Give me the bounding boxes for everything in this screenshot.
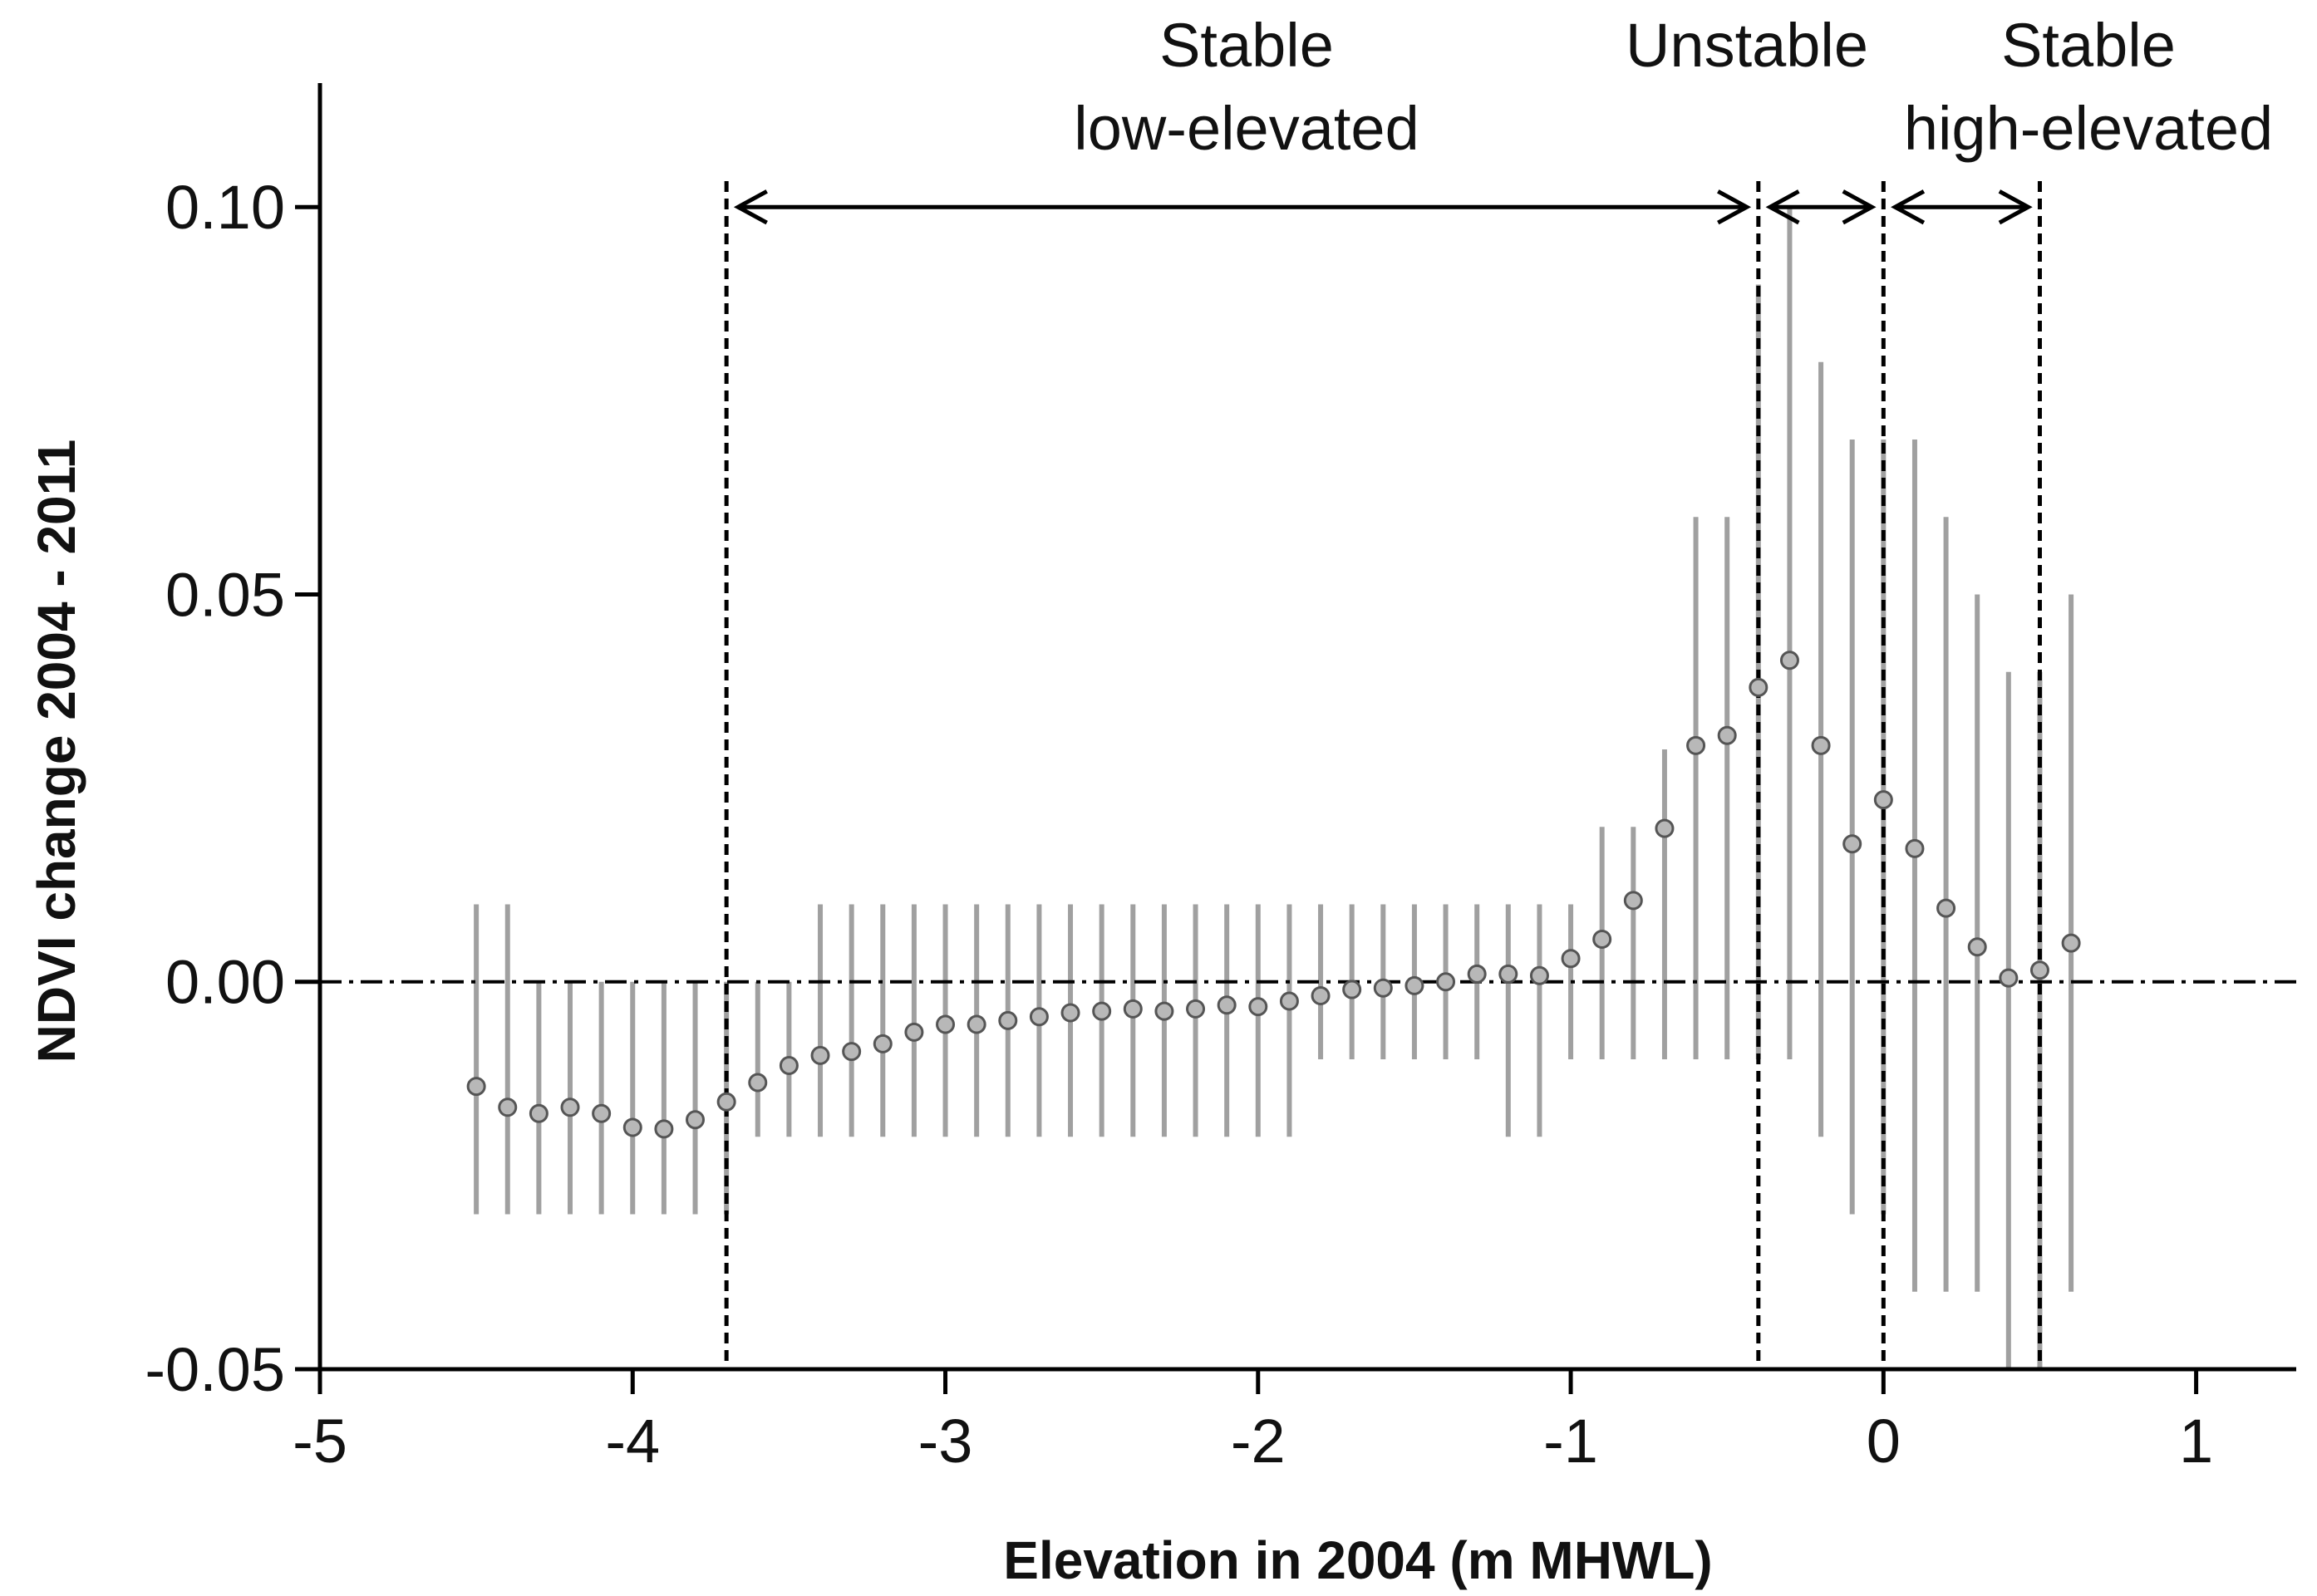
x-tick-label-0: -5	[293, 1407, 347, 1476]
data-point-30	[1404, 975, 1424, 995]
data-point-44	[1842, 834, 1862, 854]
data-point-41	[1749, 677, 1768, 697]
data-point-7	[686, 1110, 706, 1130]
data-point-21	[1123, 999, 1143, 1019]
data-point-29	[1373, 978, 1393, 998]
data-point-22	[1154, 1001, 1174, 1021]
data-point-50	[2029, 960, 2049, 980]
data-point-17	[998, 1010, 1018, 1030]
data-point-51	[2061, 933, 2081, 953]
region-label-2-line-1: high-elevated	[1904, 94, 2273, 163]
x-tick-label-4: -1	[1543, 1407, 1598, 1476]
data-point-32	[1467, 964, 1487, 984]
data-point-6	[654, 1119, 674, 1139]
data-point-26	[1279, 991, 1299, 1011]
data-point-14	[904, 1022, 924, 1042]
data-point-8	[716, 1092, 736, 1112]
y-tick-label-0: -0.05	[145, 1335, 285, 1404]
x-axis-title: Elevation in 2004 (m MHWL)	[1003, 1530, 1712, 1590]
data-points	[466, 651, 2081, 1139]
data-point-42	[1779, 651, 1799, 670]
data-point-24	[1217, 995, 1237, 1015]
x-tick-label-6: 1	[2179, 1407, 2213, 1476]
x-tick-label-2: -3	[918, 1407, 973, 1476]
data-point-16	[967, 1014, 986, 1034]
data-point-33	[1498, 964, 1518, 984]
data-point-46	[1905, 838, 1925, 858]
data-point-45	[1873, 790, 1893, 810]
data-point-49	[1999, 968, 2019, 988]
data-point-5	[622, 1117, 642, 1137]
data-point-0	[466, 1077, 486, 1097]
data-point-40	[1717, 725, 1737, 745]
data-point-15	[936, 1014, 956, 1034]
y-axis-title: NDVI change 2004 - 2011	[27, 440, 86, 1063]
data-point-11	[810, 1045, 830, 1065]
x-tick-label-5: 0	[1867, 1407, 1901, 1476]
region-label-1-line-0: Unstable	[1626, 11, 1868, 80]
data-point-13	[873, 1034, 893, 1053]
region-label-0-line-1: low-elevated	[1074, 94, 1419, 163]
region-label-2-line-0: Stable	[2001, 11, 2176, 80]
data-point-23	[1186, 999, 1206, 1019]
data-point-35	[1561, 949, 1581, 969]
data-point-1	[498, 1098, 518, 1117]
data-point-4	[592, 1103, 612, 1123]
data-point-37	[1623, 891, 1643, 911]
data-point-31	[1436, 972, 1456, 992]
data-point-39	[1686, 735, 1706, 755]
data-point-10	[779, 1055, 799, 1075]
data-point-2	[529, 1103, 549, 1123]
x-tick-label-1: -4	[605, 1407, 660, 1476]
data-point-38	[1655, 818, 1675, 838]
labels: -5 -4 -3 -2 -1 0 1 -0.05 0.00 0.05 0.10 Elevation i…	[27, 11, 2273, 1590]
data-point-18	[1029, 1007, 1049, 1027]
zone-boundaries	[724, 181, 2042, 1369]
data-point-34	[1529, 965, 1549, 985]
y-tick-label-1: 0.00	[165, 948, 285, 1017]
data-point-36	[1592, 929, 1612, 949]
region-label-0-line-0: Stable	[1159, 11, 1334, 80]
data-point-19	[1060, 1003, 1080, 1023]
data-point-47	[1936, 898, 1956, 918]
data-point-27	[1311, 986, 1331, 1006]
data-point-28	[1342, 980, 1362, 999]
axes	[295, 83, 2296, 1394]
data-point-3	[560, 1098, 580, 1117]
error-bars	[474, 207, 2074, 1369]
data-point-48	[1967, 937, 1987, 957]
data-point-9	[748, 1073, 768, 1093]
data-point-43	[1811, 735, 1831, 755]
y-tick-label-3: 0.10	[165, 173, 285, 242]
data-point-20	[1092, 1001, 1112, 1021]
y-tick-label-2: 0.05	[165, 560, 285, 629]
x-tick-label-3: -2	[1231, 1407, 1286, 1476]
data-point-12	[842, 1042, 862, 1062]
data-point-25	[1248, 997, 1268, 1017]
